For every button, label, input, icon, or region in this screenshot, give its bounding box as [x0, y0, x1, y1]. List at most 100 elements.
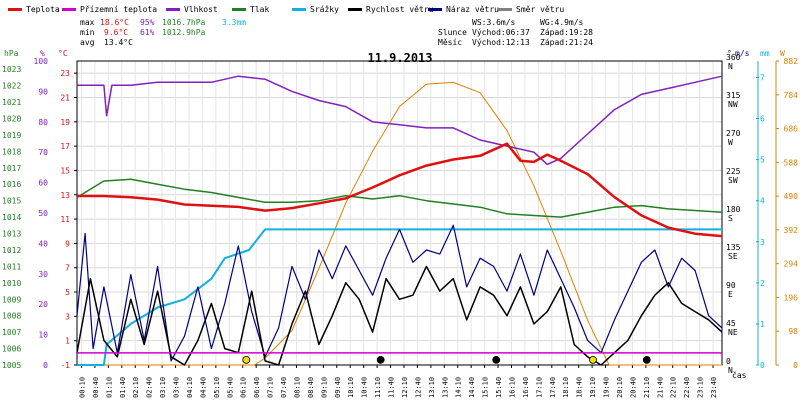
- x-tick-label: 19:10: [589, 377, 597, 398]
- direction-tick-degrees: 45: [726, 319, 736, 328]
- direction-tick-degrees: 270: [726, 129, 741, 138]
- series-layer: [76, 75, 723, 366]
- wind-tick-label: 2: [760, 279, 765, 288]
- direction-tick-degrees: 180: [726, 205, 741, 214]
- legend-label: Teplota: [26, 5, 60, 14]
- stats-min-pressure: 1012.9hPa: [162, 28, 206, 37]
- series-solar-radiation: [77, 81, 722, 366]
- wind-direction-point: [242, 355, 251, 364]
- x-tick-label: 23:40: [710, 377, 718, 398]
- temperature-tick-label: 7: [65, 264, 70, 273]
- info-block: WS:3.6m/s WG:4.9m/s Slunce Východ:06:37 …: [438, 18, 593, 47]
- radiation-tick-label: 392: [784, 226, 799, 235]
- x-tick-label: 07:10: [267, 377, 275, 398]
- radiation-tick-label: 196: [784, 293, 799, 302]
- x-tick-label: 03:10: [159, 377, 167, 398]
- pressure-tick-label: 1013: [2, 230, 21, 239]
- left-axes: 1005100610071008100910101011101210131014…: [2, 57, 77, 370]
- series-wind-gust: [76, 224, 723, 362]
- x-axis-label: čas: [732, 370, 747, 380]
- direction-tick-cardinal: W: [728, 138, 733, 147]
- x-tick-label: 02:40: [146, 377, 154, 398]
- pressure-tick-label: 1020: [2, 115, 21, 124]
- humidity-tick-label: 0: [43, 361, 48, 370]
- pressure-tick-label: 1008: [2, 312, 21, 321]
- direction-tick-cardinal: S: [728, 214, 733, 223]
- x-tick-label: 12:40: [414, 377, 422, 398]
- x-tick-label: 01:40: [119, 377, 127, 398]
- pressure-tick-label: 1022: [2, 82, 21, 91]
- x-tick-label: 09:10: [320, 377, 328, 398]
- stats-max-temp: 18.6°C: [100, 18, 129, 27]
- x-tick-label: 00:10: [78, 377, 86, 398]
- temperature-tick-label: 1: [65, 337, 70, 346]
- x-tick-label: 23:10: [697, 377, 705, 398]
- direction-tick-cardinal: SW: [728, 176, 738, 185]
- wind-tick-label: 0: [760, 361, 765, 370]
- legend-swatch: [428, 8, 442, 11]
- pressure-tick-label: 1023: [2, 65, 21, 74]
- legend-swatch: [166, 8, 180, 11]
- x-tick-label: 20:10: [616, 377, 624, 398]
- rain-unit: mm: [760, 49, 770, 58]
- humidity-tick-label: 50: [38, 209, 48, 218]
- info-sunset: Západ:19:28: [540, 28, 593, 37]
- humidity-tick-label: 10: [38, 331, 48, 340]
- pressure-tick-label: 1011: [2, 262, 21, 271]
- humidity-tick-label: 80: [38, 118, 48, 127]
- stats-avg-temp: 13.4°C: [104, 38, 133, 47]
- wind-direction-point: [642, 355, 651, 364]
- x-tick-label: 22:40: [683, 377, 691, 398]
- x-tick-label: 22:10: [670, 377, 678, 398]
- x-tick-label: 19:40: [603, 377, 611, 398]
- stats-max-humidity: 95%: [140, 18, 155, 27]
- pressure-tick-label: 1005: [2, 361, 21, 370]
- wind-tick-label: 6: [760, 115, 765, 124]
- temperature-tick-label: 19: [60, 118, 70, 127]
- pressure-tick-label: 1021: [2, 98, 21, 107]
- x-tick-label: 20:40: [629, 377, 637, 398]
- x-tick-label: 14:40: [468, 377, 476, 398]
- x-tick-label: 15:10: [482, 377, 490, 398]
- info-moonset: Západ:21:24: [540, 38, 593, 47]
- legend-swatch: [292, 8, 306, 11]
- info-moonrise: Východ:12:13: [472, 38, 530, 47]
- pressure-tick-label: 1019: [2, 131, 21, 140]
- direction-tick-cardinal: NW: [728, 100, 738, 109]
- stats-max-pressure: 1016.7hPa: [162, 18, 206, 27]
- x-tick-label: 09:40: [334, 377, 342, 398]
- x-tick-label: 04:10: [186, 377, 194, 398]
- x-tick-label: 12:10: [401, 377, 409, 398]
- info-ws: WS:3.6m/s: [472, 18, 516, 27]
- grid: [77, 61, 722, 366]
- x-tick-label: 16:10: [508, 377, 516, 398]
- wind-unit: m/s: [735, 49, 750, 58]
- stats-avg-label: avg: [80, 38, 95, 47]
- info-sunrise: Východ:06:37: [472, 28, 530, 37]
- x-tick-label: 06:40: [253, 377, 261, 398]
- humidity-tick-label: 60: [38, 179, 48, 188]
- series-pressure: [76, 178, 723, 218]
- legend-label: Srážky: [310, 5, 339, 14]
- radiation-tick-label: 784: [784, 91, 799, 100]
- radiation-tick-label: 294: [784, 260, 799, 269]
- wind-tick-label: 1: [760, 320, 765, 329]
- info-wg: WG:4.9m/s: [540, 18, 584, 27]
- direction-tick-cardinal: NE: [728, 328, 738, 337]
- legend: Teplota Přízemní teplota Vlhkost Tlak Srážky…: [8, 5, 564, 14]
- wind-tick-label: 3: [760, 238, 765, 247]
- humidity-tick-label: 100: [34, 57, 49, 66]
- radiation-tick-label: 98: [788, 327, 798, 336]
- temperature-tick-label: 17: [60, 142, 70, 151]
- plot-frame: [76, 60, 723, 366]
- chart-title: 11.9.2013: [367, 51, 432, 65]
- temperature-tick-label: 13: [60, 191, 70, 200]
- wind-tick-label: 7: [760, 73, 765, 82]
- pressure-tick-label: 1007: [2, 328, 21, 337]
- radiation-tick-label: 882: [784, 57, 799, 66]
- stats-max-label: max: [80, 18, 95, 27]
- radiation-tick-label: 490: [784, 192, 799, 201]
- wind-direction-point: [589, 355, 597, 364]
- info-moon-label: Měsíc: [438, 38, 462, 47]
